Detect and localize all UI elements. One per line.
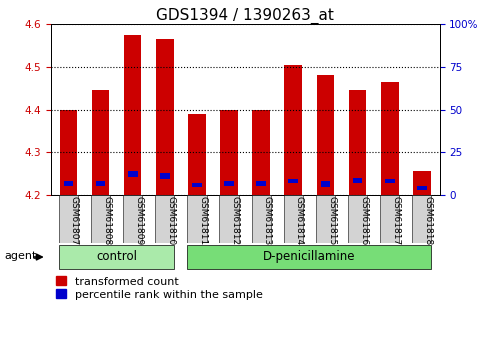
- Bar: [412, 195, 431, 243]
- Bar: [64, 181, 73, 186]
- Text: D-penicillamine: D-penicillamine: [263, 250, 355, 263]
- Bar: [59, 195, 78, 243]
- Bar: [288, 179, 298, 183]
- Bar: [284, 195, 303, 243]
- Bar: [224, 181, 234, 186]
- Bar: [256, 181, 266, 186]
- Bar: [92, 90, 109, 195]
- Text: GSM61818: GSM61818: [424, 196, 432, 246]
- Text: GSM61814: GSM61814: [295, 196, 304, 246]
- Bar: [353, 178, 362, 183]
- Bar: [417, 186, 426, 190]
- Bar: [219, 195, 239, 243]
- Bar: [349, 90, 367, 195]
- Bar: [381, 82, 398, 195]
- Bar: [321, 181, 330, 187]
- Bar: [348, 195, 367, 243]
- Bar: [187, 245, 431, 269]
- Text: GSM61807: GSM61807: [70, 196, 79, 246]
- Bar: [91, 195, 110, 243]
- Bar: [316, 195, 335, 243]
- Bar: [124, 35, 142, 195]
- Bar: [59, 109, 77, 195]
- Bar: [188, 114, 206, 195]
- Legend: transformed count, percentile rank within the sample: transformed count, percentile rank withi…: [57, 276, 263, 300]
- Bar: [96, 181, 105, 186]
- Bar: [252, 195, 271, 243]
- Text: agent: agent: [4, 251, 36, 260]
- Bar: [160, 173, 170, 179]
- Bar: [123, 195, 142, 243]
- Text: GSM61811: GSM61811: [199, 196, 208, 246]
- Bar: [59, 245, 174, 269]
- Bar: [220, 109, 238, 195]
- Bar: [252, 109, 270, 195]
- Title: GDS1394 / 1390263_at: GDS1394 / 1390263_at: [156, 8, 334, 24]
- Bar: [155, 195, 174, 243]
- Bar: [380, 195, 399, 243]
- Text: GSM61815: GSM61815: [327, 196, 336, 246]
- Bar: [192, 183, 202, 187]
- Text: control: control: [96, 250, 137, 263]
- Text: GSM61816: GSM61816: [359, 196, 368, 246]
- Bar: [385, 179, 395, 183]
- Text: GSM61813: GSM61813: [263, 196, 272, 246]
- Bar: [156, 39, 173, 195]
- Bar: [317, 75, 334, 195]
- Bar: [284, 65, 302, 195]
- Bar: [187, 195, 207, 243]
- Bar: [413, 171, 431, 195]
- Text: GSM61817: GSM61817: [391, 196, 400, 246]
- Text: GSM61810: GSM61810: [167, 196, 175, 246]
- Text: GSM61808: GSM61808: [102, 196, 111, 246]
- Text: GSM61812: GSM61812: [231, 196, 240, 246]
- Text: GSM61809: GSM61809: [134, 196, 143, 246]
- Bar: [128, 170, 138, 177]
